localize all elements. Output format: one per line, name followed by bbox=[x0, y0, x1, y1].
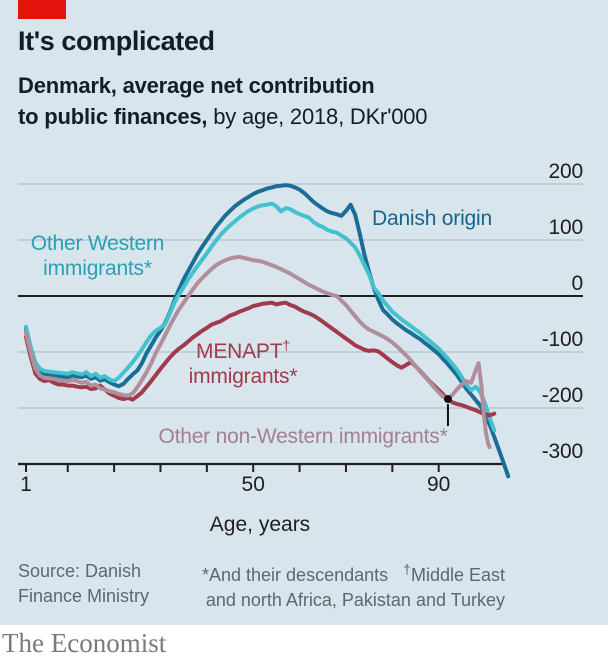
y-tick-label: 0 bbox=[571, 272, 584, 295]
y-tick-label: -100 bbox=[541, 328, 583, 351]
series-line-other-western-immigrants bbox=[24, 201, 497, 433]
y-tick-label: 100 bbox=[548, 216, 584, 239]
chart-card: It's complicated Denmark, average net co… bbox=[0, 0, 608, 625]
y-tick-label: -200 bbox=[541, 384, 583, 407]
series-label-other-western: Other Western immigrants* bbox=[30, 232, 165, 280]
footnote-line1: *And their descendants †Middle East bbox=[202, 561, 505, 585]
series-label-menapt: MENAPT† immigrants* bbox=[188, 337, 298, 388]
source-note: Source: Danish Finance Ministry bbox=[18, 561, 150, 606]
dagger-footnote-mark: † bbox=[403, 561, 411, 577]
chart-subtitle: Denmark, average net contribution to pub… bbox=[18, 70, 427, 132]
economist-logo-text: The Economist bbox=[2, 628, 167, 658]
dagger-footnote-mark: † bbox=[282, 337, 290, 353]
x-tick-label: 1 bbox=[20, 473, 32, 496]
chart-subtitle-line2: to public finances, by age, 2018, DKr'00… bbox=[18, 104, 428, 129]
chart-subtitle-line1: Denmark, average net contribution bbox=[18, 73, 375, 98]
y-tick-label: 200 bbox=[548, 160, 584, 183]
x-tick-label: 50 bbox=[241, 473, 265, 496]
footnote-line2: and north Africa, Pakistan and Turkey bbox=[205, 590, 505, 610]
footnotes: *And their descendants †Middle East and … bbox=[180, 557, 505, 613]
series-label-danish-origin: Danish origin bbox=[372, 207, 492, 230]
series-line-danish-origin bbox=[24, 183, 511, 479]
series-line-other-non-western-immigrants bbox=[24, 254, 492, 450]
x-axis-title: Age, years bbox=[209, 513, 311, 536]
annotation-dot bbox=[443, 395, 452, 404]
y-tick-label: -300 bbox=[541, 440, 583, 463]
economist-red-tab bbox=[18, 0, 66, 19]
x-tick-label: 90 bbox=[427, 473, 451, 496]
series-label-other-non-western: Other non-Western immigrants* bbox=[158, 425, 448, 448]
chart-title: It's complicated bbox=[18, 26, 215, 56]
